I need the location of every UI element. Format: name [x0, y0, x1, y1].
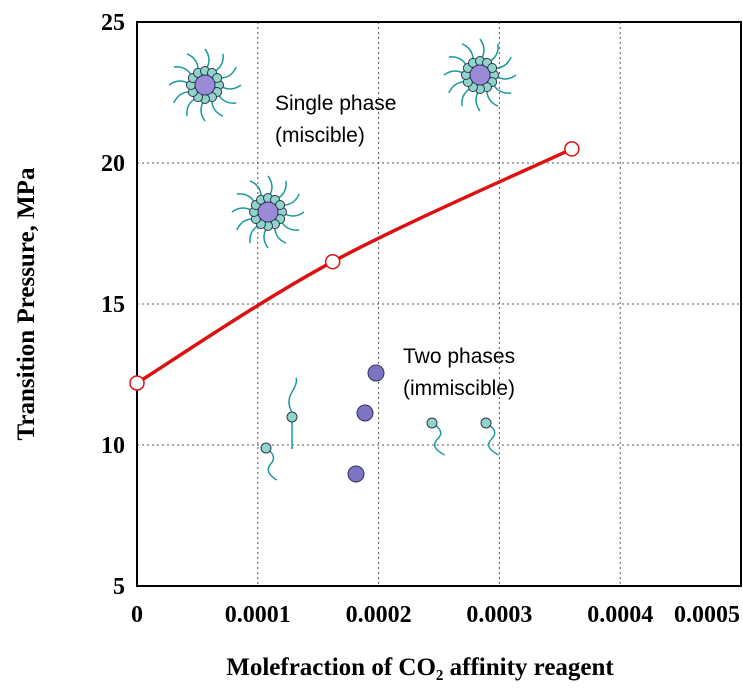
y-tick-label: 25 — [101, 10, 125, 36]
molecule-icon — [431, 422, 445, 456]
molecule-icon — [257, 201, 279, 223]
molecule-icon — [288, 377, 298, 413]
y-tick-label: 20 — [101, 151, 125, 177]
y-tick-label: 5 — [113, 574, 125, 600]
molecule-icon — [485, 422, 499, 456]
data-point — [324, 253, 341, 270]
x-axis-title: Molefraction of CO₂ affinity reagent — [226, 654, 614, 681]
annotation: (immiscible) — [403, 377, 515, 400]
x-tick-label: 0.0001 — [225, 602, 291, 628]
plot-frame — [136, 21, 742, 587]
molecule-icon — [286, 411, 298, 423]
molecule-icon — [426, 417, 438, 429]
molecule-icon — [367, 364, 385, 382]
annotation: Two phases — [403, 345, 515, 368]
x-tick-label: 0.0005 — [674, 602, 740, 628]
y-axis-title: Transition Pressure, MPa — [13, 167, 40, 440]
molecule-icon — [260, 442, 272, 454]
y-tick-label: 10 — [101, 433, 125, 459]
x-tick-label: 0.0003 — [466, 602, 532, 628]
annotation: (miscible) — [275, 124, 365, 147]
x-tick-label: 0 — [131, 602, 143, 628]
molecule-icon — [347, 465, 365, 483]
molecule-icon — [469, 64, 491, 86]
x-tick-label: 0.0002 — [346, 602, 412, 628]
data-point — [564, 141, 580, 157]
annotation: Single phase — [275, 92, 396, 115]
y-tick-label: 15 — [101, 292, 125, 318]
data-point — [129, 375, 145, 391]
molecule-icon — [480, 417, 492, 429]
molecule-icon — [265, 447, 278, 481]
x-tick-label: 0.0004 — [587, 602, 653, 628]
molecule-icon — [356, 404, 374, 422]
molecule-icon — [194, 74, 216, 96]
